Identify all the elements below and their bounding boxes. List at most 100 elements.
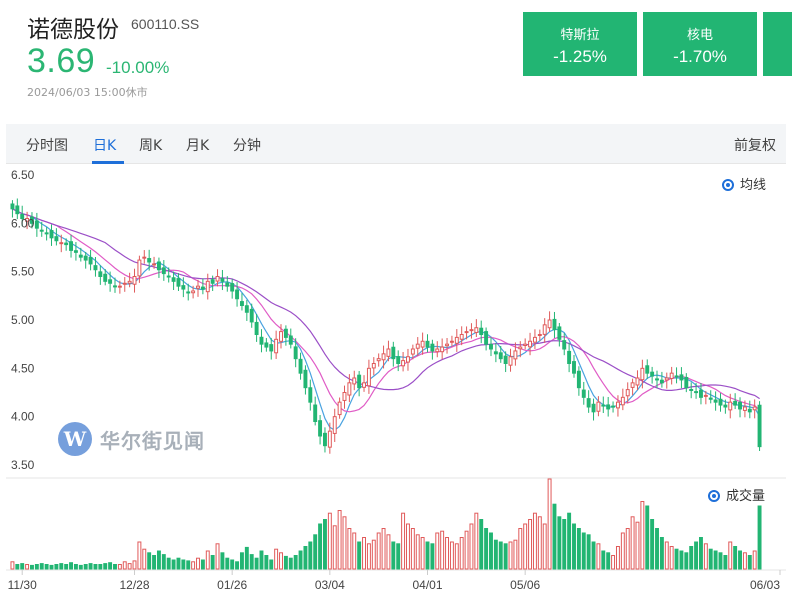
volume-bar (181, 559, 186, 570)
kline-chart-svg: 6.50 6.00 5.50 5.00 4.50 4.00 3.50 11/30 12/28 0… (6, 168, 786, 592)
volume-bar (635, 521, 640, 570)
x-tick-label: 11/30 (8, 578, 37, 592)
x-tick-label: 01/26 (217, 578, 247, 592)
volume-bar (640, 501, 645, 570)
candle-body (435, 348, 440, 353)
volume-bar (572, 523, 576, 570)
concept-card-partial[interactable] (763, 12, 792, 76)
candle-body (420, 340, 425, 348)
volume-bar (747, 555, 752, 570)
volume-bar (274, 548, 279, 570)
volume-bar (430, 543, 435, 570)
volume-bar (479, 519, 484, 570)
candle-body (254, 321, 259, 336)
volume-bar (611, 555, 616, 570)
volume-bar (528, 519, 533, 570)
candle-body (313, 404, 318, 422)
candle-body (103, 273, 108, 282)
candle-body (694, 391, 699, 394)
concept-card-nuclear[interactable]: 核电 -1.70% (643, 12, 757, 76)
candle-body (640, 367, 645, 381)
volume-bar (713, 550, 718, 570)
volume-legend[interactable]: 成交量 (708, 485, 765, 504)
candle-body (742, 406, 747, 411)
volume-bar (156, 550, 161, 570)
candle-body (137, 259, 142, 277)
volume-bar (752, 550, 757, 570)
volume-bar (69, 562, 74, 570)
candle-body (39, 229, 44, 232)
concept-name: 特斯拉 (560, 28, 600, 43)
candle-body (283, 328, 288, 338)
x-tick-label: 06/03 (750, 578, 780, 592)
volume-bar (200, 559, 205, 570)
price-adjust-toggle[interactable]: 前复权 (734, 138, 776, 154)
candle-body (630, 382, 635, 388)
volume-bar (615, 546, 620, 570)
candle-body (210, 279, 215, 284)
candle-body (357, 374, 362, 389)
concept-change: -1.70% (673, 47, 727, 66)
candle-body (479, 327, 484, 335)
candle-body (552, 318, 557, 331)
candle-body (249, 308, 254, 323)
tab-monthly-k[interactable]: 月K (186, 138, 210, 154)
candle-body (406, 356, 410, 363)
volume-bar (728, 541, 733, 570)
candle-body (225, 282, 230, 287)
volume-bar (44, 564, 49, 570)
candle-body (98, 271, 103, 278)
candle-body (752, 406, 757, 411)
volume-bar (259, 550, 264, 570)
volume-bar (493, 539, 498, 570)
watermark: W 华尔街见闻 (58, 422, 205, 456)
candle-body (117, 285, 122, 288)
tab-minute[interactable]: 分钟 (233, 138, 261, 154)
volume-bar (445, 537, 450, 570)
candle-body (391, 346, 396, 360)
volume-bar (733, 546, 738, 570)
candle-body (669, 372, 674, 379)
volume-bar (391, 541, 396, 570)
volume-bar (347, 528, 352, 570)
concept-change: -1.25% (553, 47, 607, 66)
candle-body (122, 282, 127, 285)
volume-bar (186, 560, 191, 570)
candle-body (235, 289, 240, 300)
volume-bar (161, 554, 166, 570)
stock-price: 3.69 (27, 42, 96, 80)
candle-body (293, 346, 298, 360)
volume-bar (15, 564, 20, 570)
tab-weekly-k[interactable]: 周K (139, 138, 163, 154)
volume-bar (230, 559, 235, 570)
volume-bar (88, 563, 93, 570)
candle-body (244, 305, 249, 313)
ma-legend[interactable]: 均线 (722, 174, 766, 193)
volume-bar (694, 541, 699, 570)
candle-body (49, 230, 54, 239)
y-tick-label: 6.00 (11, 216, 35, 230)
volume-bar (342, 516, 347, 570)
x-axis-ticks: 11/30 12/28 01/26 03/04 04/01 05/06 06/03 (8, 570, 781, 592)
candle-body (239, 301, 244, 306)
candle-body (440, 346, 445, 353)
candle-body (664, 377, 669, 381)
candle-body (332, 416, 337, 434)
candle-body (723, 404, 728, 408)
candle-body (298, 358, 303, 374)
stock-code: 600110.SS (131, 16, 200, 32)
candle-body (713, 399, 718, 403)
candle-body (20, 213, 25, 219)
candle-body (689, 388, 694, 391)
tab-daily-k[interactable]: 日K (93, 138, 117, 154)
volume-bar (298, 550, 303, 570)
candle-body (127, 280, 132, 284)
chart-tab-bar: 分时图 日K 周K 月K 分钟 前复权 (6, 124, 786, 164)
volume-bar (122, 561, 127, 570)
volume-bar (152, 555, 157, 570)
concept-card-tesla[interactable]: 特斯拉 -1.25% (523, 12, 637, 76)
tab-timeshare[interactable]: 分时图 (26, 138, 68, 154)
candle-body (537, 334, 542, 336)
candle-body (606, 404, 611, 410)
wallstreetcn-logo-icon: W (58, 422, 92, 456)
